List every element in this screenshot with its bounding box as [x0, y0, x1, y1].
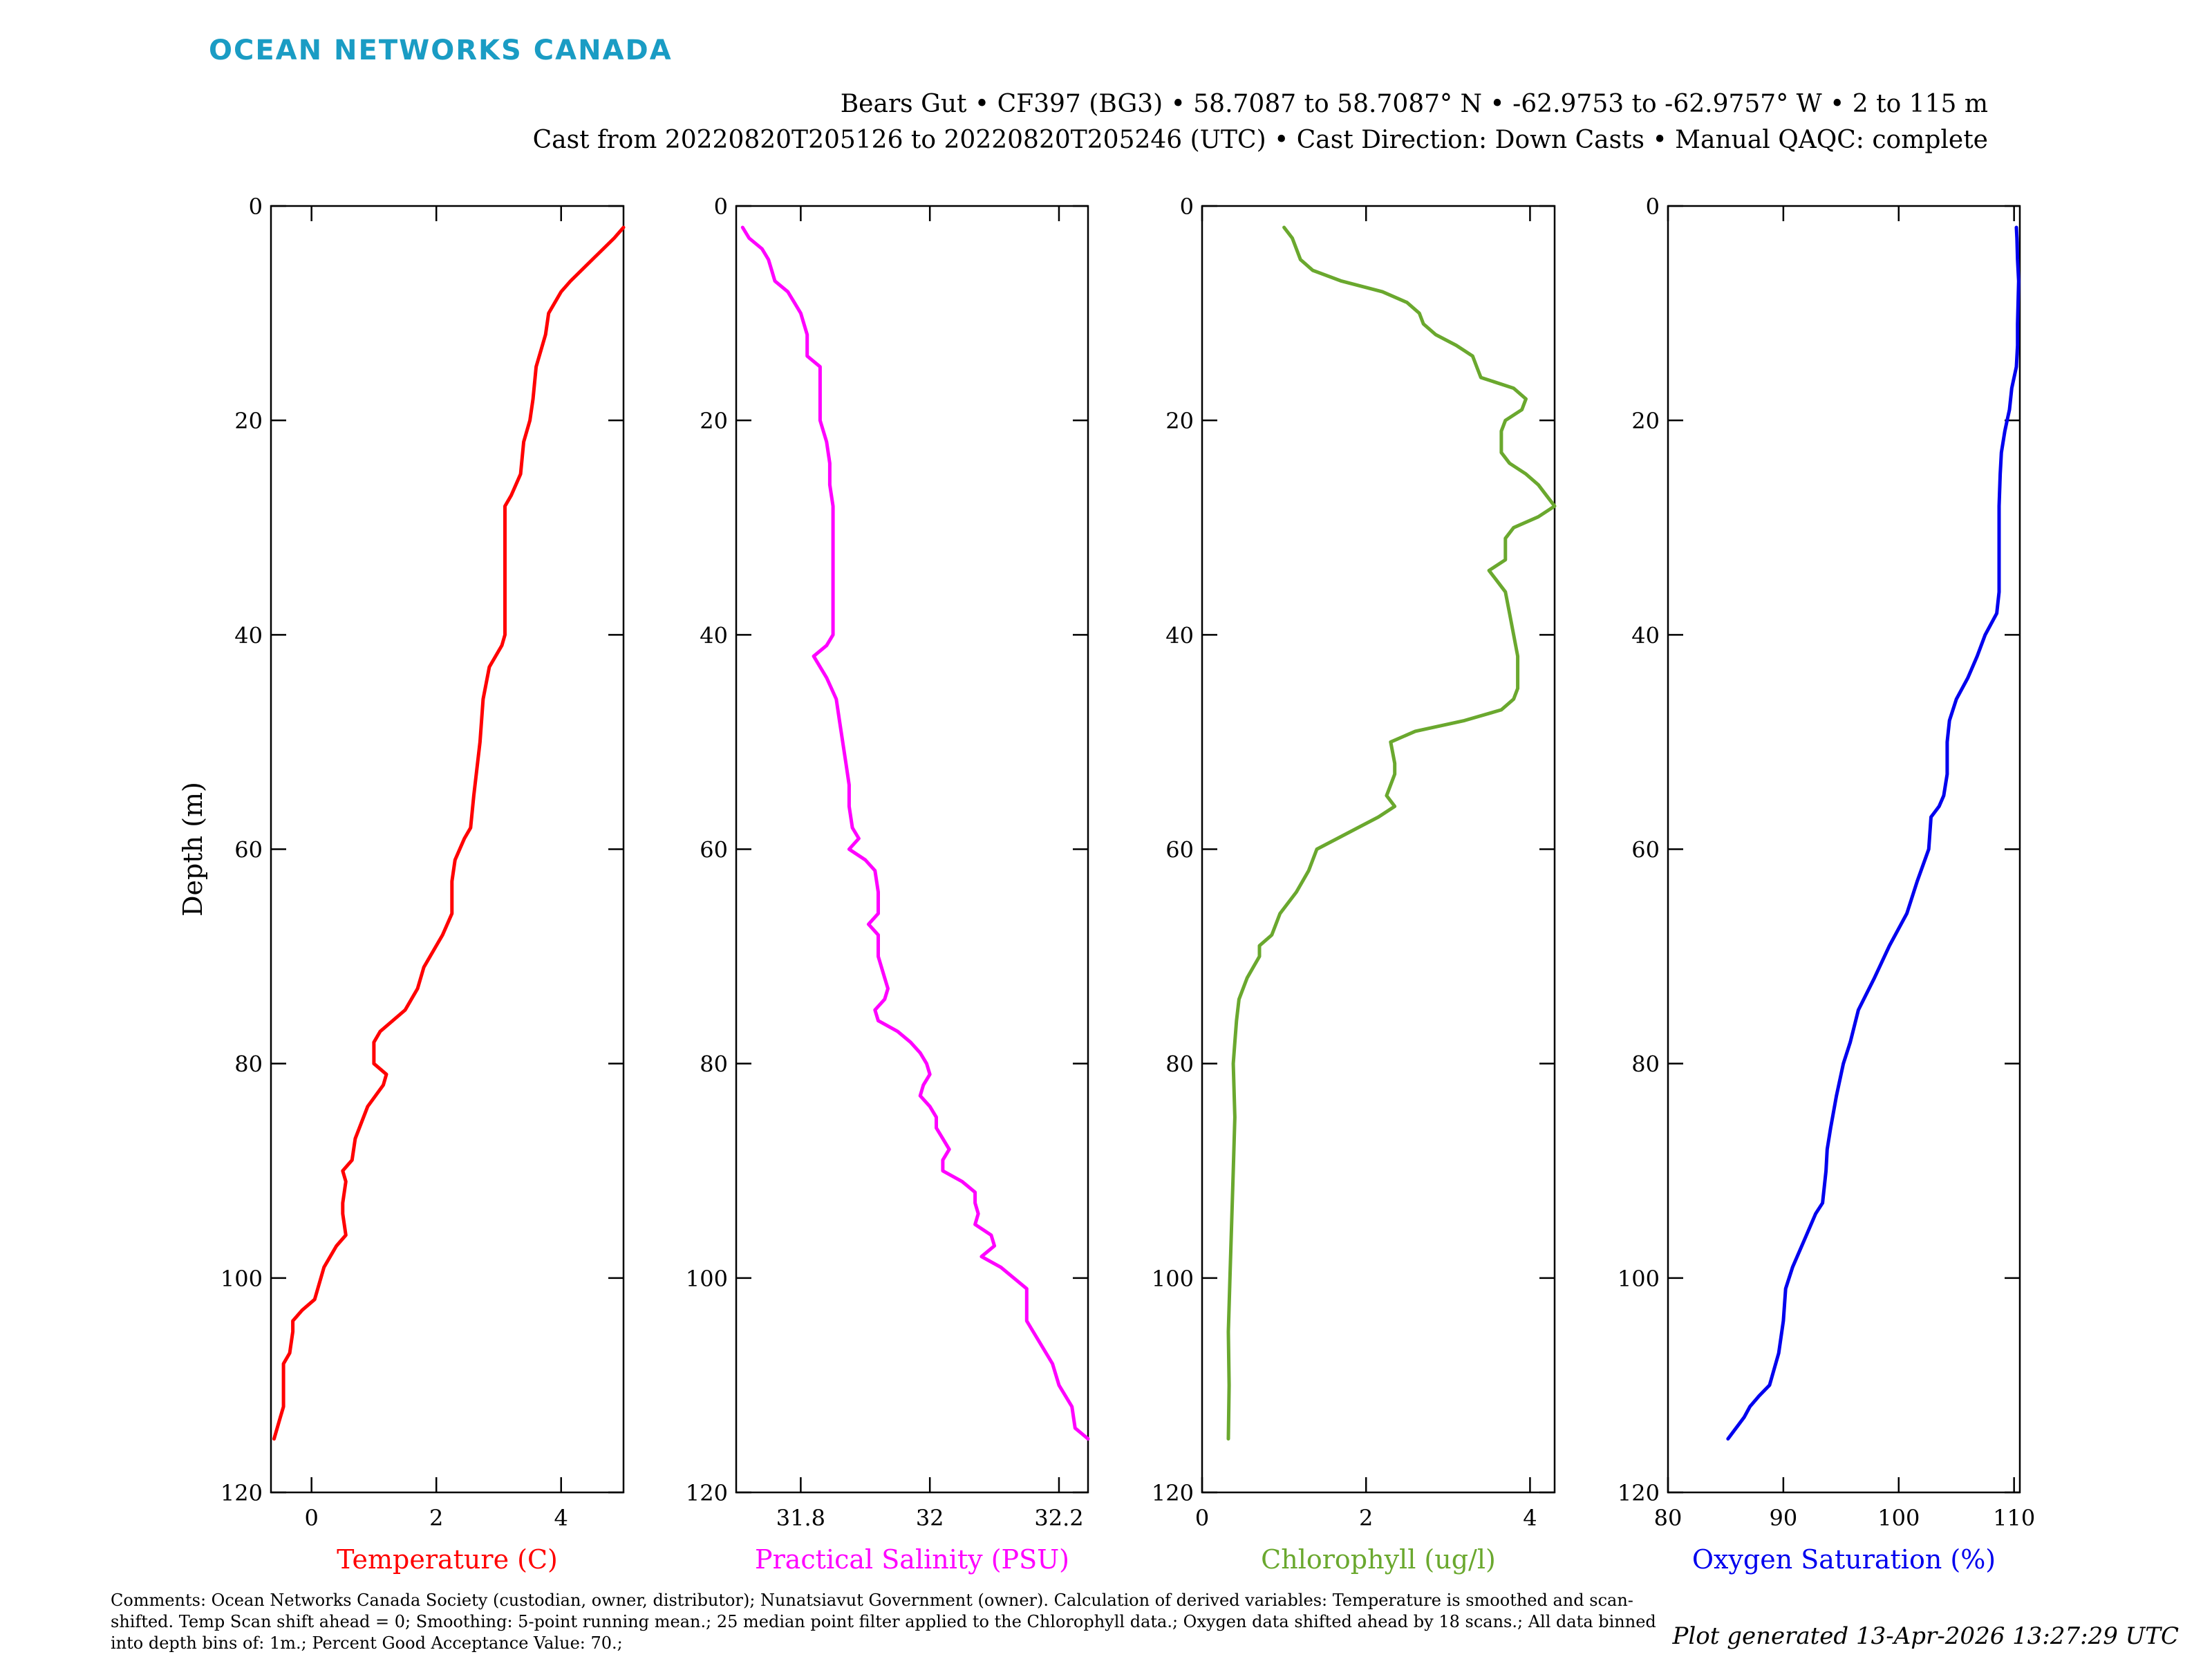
temperature-xaxis-label: Temperature (C): [337, 1544, 558, 1575]
chlorophyll-xtick-label: 0: [1195, 1505, 1209, 1531]
salinity-xtick-label: 32.2: [1034, 1505, 1083, 1531]
temperature-ytick-label: 0: [249, 194, 263, 220]
salinity-xaxis-label: Practical Salinity (PSU): [755, 1544, 1069, 1575]
salinity-ytick-label: 60: [700, 837, 728, 863]
temperature-xtick-label: 4: [554, 1505, 568, 1531]
temperature-ytick-label: 100: [221, 1266, 263, 1292]
temperature-ytick-label: 120: [221, 1480, 263, 1506]
oxygen-xaxis-label: Oxygen Saturation (%): [1692, 1544, 1996, 1575]
temperature-yaxis-label: Depth (m): [178, 782, 208, 917]
chlorophyll-xaxis-label: Chlorophyll (ug/l): [1261, 1544, 1496, 1575]
salinity-ytick-label: 120: [686, 1480, 728, 1506]
oxygen-ytick-label: 0: [1646, 194, 1660, 220]
chlorophyll-ytick-label: 0: [1180, 194, 1194, 220]
chlorophyll-axes-box: [1201, 205, 1556, 1494]
plot-generated-stamp: Plot generated 13-Apr-2026 13:27:29 UTC: [1672, 1622, 2179, 1650]
temperature-xtick-label: 0: [304, 1505, 318, 1531]
oxygen-xtick-label: 110: [1993, 1505, 2035, 1531]
chlorophyll-xtick-label: 2: [1359, 1505, 1373, 1531]
chlorophyll-ytick-label: 40: [1165, 622, 1194, 648]
temperature-profile-line: [272, 225, 626, 1441]
temperature-xtick-label: 2: [429, 1505, 443, 1531]
chlorophyll-ytick-label: 120: [1152, 1480, 1194, 1506]
oxygen-xtick-label: 100: [1877, 1505, 1920, 1531]
oxygen-ytick-label: 120: [1618, 1480, 1660, 1506]
chlorophyll-ytick-label: 100: [1152, 1266, 1194, 1292]
salinity-xtick-label: 31.8: [776, 1505, 825, 1531]
chlorophyll-ytick-label: 80: [1165, 1051, 1194, 1078]
salinity-profile-line: [740, 225, 1090, 1441]
salinity-xtick-label: 32: [916, 1505, 944, 1531]
salinity-ytick-label: 0: [714, 194, 728, 220]
oxygen-profile-line: [1726, 225, 2021, 1441]
oxygen-ytick-label: 80: [1631, 1051, 1660, 1078]
chart-title-line2: Cast from 20220820T205126 to 20220820T20…: [532, 126, 1988, 154]
oxygen-ytick-label: 60: [1631, 837, 1660, 863]
temperature-axes-box: [270, 205, 625, 1494]
oxygen-axes-box: [1667, 205, 2021, 1494]
temperature-ytick-label: 60: [234, 837, 263, 863]
chlorophyll-ytick-label: 60: [1165, 837, 1194, 863]
salinity-ytick-label: 100: [686, 1266, 728, 1292]
salinity-ytick-label: 20: [700, 408, 728, 434]
salinity-axes-box: [735, 205, 1089, 1494]
temperature-ytick-label: 80: [234, 1051, 263, 1078]
oxygen-ytick-label: 40: [1631, 622, 1660, 648]
oxygen-ytick-label: 100: [1618, 1266, 1660, 1292]
chlorophyll-xtick-label: 4: [1523, 1505, 1537, 1531]
brand-logo-text: OCEAN NETWORKS CANADA: [209, 35, 673, 66]
oxygen-xtick-label: 80: [1654, 1505, 1683, 1531]
temperature-ytick-label: 20: [234, 408, 263, 434]
chlorophyll-ytick-label: 20: [1165, 408, 1194, 434]
oxygen-ytick-label: 20: [1631, 408, 1660, 434]
oxygen-xtick-label: 90: [1770, 1505, 1798, 1531]
salinity-ytick-label: 80: [700, 1051, 728, 1078]
chart-title-line1: Bears Gut • CF397 (BG3) • 58.7087 to 58.…: [840, 90, 1988, 118]
temperature-ytick-label: 40: [234, 622, 263, 648]
comments-note: Comments: Ocean Networks Canada Society …: [111, 1591, 1656, 1653]
chlorophyll-profile-line: [1226, 225, 1557, 1441]
salinity-ytick-label: 40: [700, 622, 728, 648]
